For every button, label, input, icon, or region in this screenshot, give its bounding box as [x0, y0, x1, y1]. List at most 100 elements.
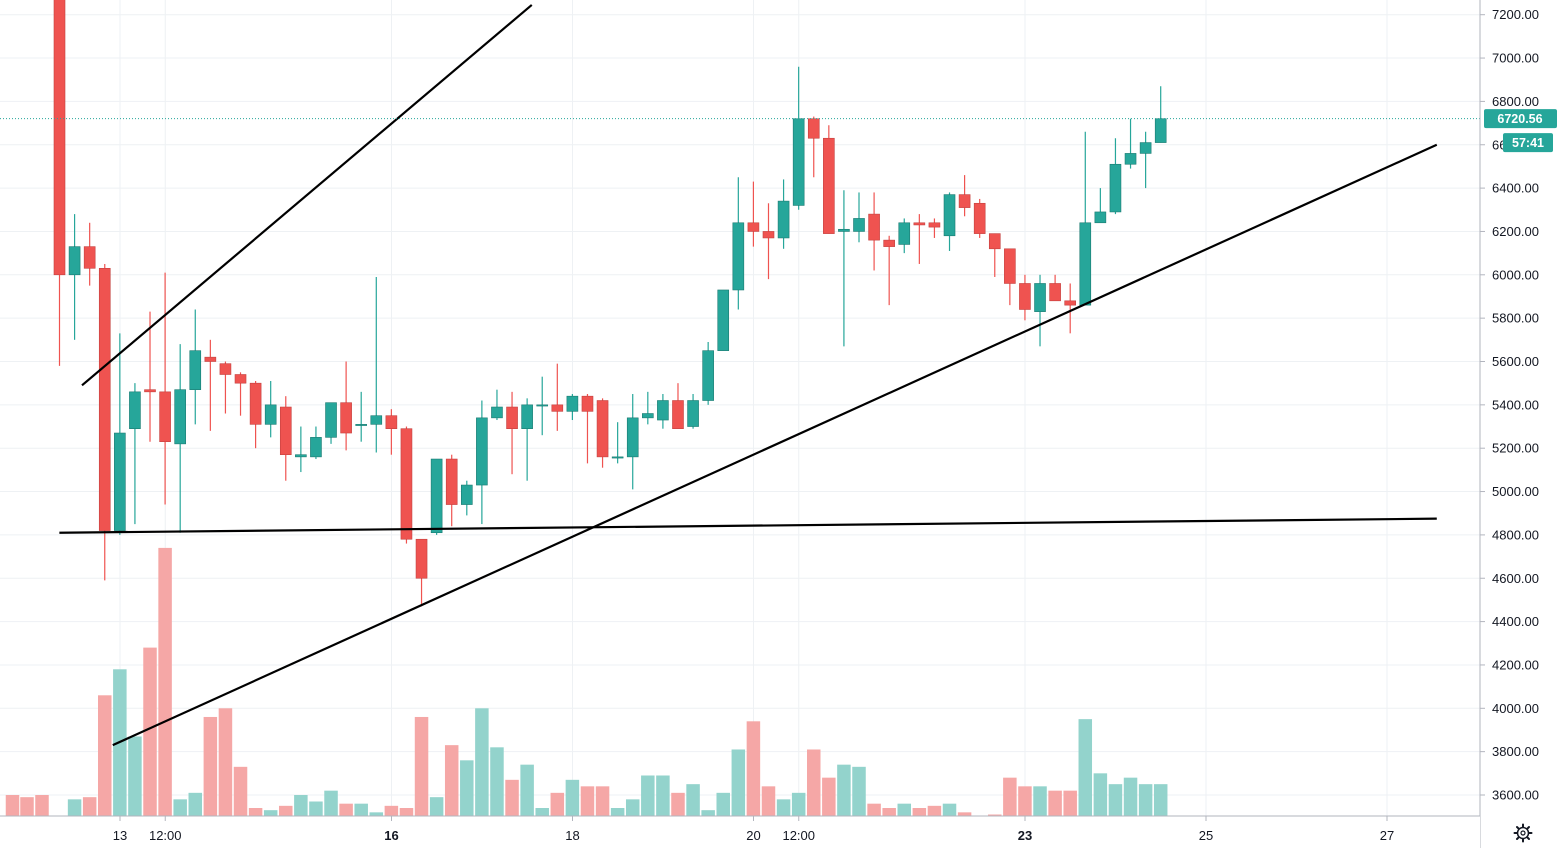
time-tick-label: 27: [1380, 828, 1394, 843]
candle-body: [295, 454, 307, 458]
candle-body: [1154, 118, 1167, 143]
volume-bar: [1003, 777, 1017, 816]
volume-bar: [1138, 784, 1153, 816]
candle: [596, 398, 609, 468]
candle: [189, 309, 202, 425]
candle: [174, 344, 186, 533]
candle: [325, 402, 337, 444]
candle: [144, 311, 156, 442]
candle-body: [853, 218, 865, 232]
candle-body: [521, 404, 533, 429]
candle-body: [943, 194, 956, 237]
candle: [400, 426, 413, 544]
candle: [506, 391, 518, 475]
candle-body: [1094, 211, 1107, 224]
volume-bar: [369, 812, 384, 816]
candle: [1049, 274, 1061, 302]
time-tick-label: 23: [1018, 828, 1032, 843]
candle: [958, 175, 971, 217]
candle-body: [928, 222, 941, 228]
candle-body: [838, 228, 850, 232]
volume-bar: [791, 792, 806, 816]
candle-body: [536, 404, 549, 407]
candle: [114, 333, 126, 535]
price-tick-label: 5800.00: [1492, 311, 1539, 326]
time-tick-label: 12:00: [782, 828, 815, 843]
candle-body: [958, 194, 971, 208]
price-tick-label: 6200.00: [1492, 224, 1539, 239]
candle: [702, 341, 714, 405]
candle-body: [1019, 283, 1031, 310]
candle-body: [551, 404, 564, 412]
volume-bar: [98, 695, 112, 816]
price-tick-label: 6000.00: [1492, 267, 1539, 282]
volume-bar: [731, 749, 746, 816]
countdown-badge: 57:41: [1503, 133, 1553, 153]
candle: [1034, 274, 1046, 347]
candle-body: [114, 432, 126, 531]
time-tick-label: 16: [384, 828, 398, 843]
volume-bar: [490, 747, 504, 816]
price-tick-label: 4600.00: [1492, 571, 1539, 586]
candle-body: [626, 417, 639, 458]
candle-body: [189, 350, 202, 390]
volume-bar: [309, 801, 323, 816]
volume-bar: [1153, 784, 1168, 816]
candle-body: [445, 458, 458, 505]
candle: [1079, 131, 1092, 306]
candle-body: [1004, 248, 1016, 284]
volume-bar: [927, 805, 942, 816]
candle-body: [702, 350, 714, 401]
volume-bar: [35, 795, 49, 816]
candle: [430, 458, 443, 535]
candle: [370, 276, 383, 453]
candle: [581, 394, 594, 464]
gear-icon[interactable]: [1513, 823, 1533, 843]
candle: [491, 389, 503, 421]
time-tick-label: 20: [746, 828, 760, 843]
channel-lower-trendline[interactable]: [112, 143, 1438, 747]
price-tick-label: 3600.00: [1492, 788, 1539, 803]
candle: [853, 192, 865, 243]
volume-bar: [625, 799, 640, 816]
price-axis[interactable]: 7200.007000.006800.006600.006400.006200.…: [1480, 7, 1539, 803]
volume-bar: [339, 803, 353, 816]
candle: [762, 203, 775, 280]
candle-body: [53, 0, 66, 276]
trendlines[interactable]: [59, 4, 1438, 747]
candle: [823, 125, 835, 234]
channel-upper-trendline[interactable]: [81, 4, 533, 387]
volume-bar: [460, 760, 474, 816]
candle-body: [1109, 163, 1122, 213]
candle-body: [98, 267, 111, 531]
price-tick-label: 7000.00: [1492, 51, 1539, 66]
candle-body: [581, 395, 594, 412]
volume-bar: [294, 795, 308, 816]
volume-bar: [399, 808, 414, 816]
candle: [1094, 188, 1107, 224]
candle-body: [159, 391, 171, 442]
volume-bar: [837, 764, 851, 816]
candle: [68, 214, 81, 340]
candle: [898, 218, 911, 254]
candle: [476, 400, 488, 525]
volume-bar: [957, 812, 972, 816]
candle-body: [249, 382, 262, 425]
candle-body: [1034, 283, 1046, 312]
candle-body: [83, 246, 96, 269]
time-axis[interactable]: 13 12:00 16 18 20 12:00 23 25 27: [113, 816, 1394, 843]
volume-bar: [233, 766, 248, 816]
volume-bar: [942, 803, 957, 816]
candle: [355, 391, 368, 442]
countdown-label: 57:41: [1512, 136, 1544, 150]
candle-body: [717, 289, 730, 351]
volume-bar: [67, 799, 82, 816]
volume-bar: [158, 547, 172, 816]
candle: [551, 363, 564, 431]
volume-bar: [505, 779, 519, 816]
horizontal-support-trendline[interactable]: [59, 517, 1437, 534]
candle: [204, 339, 217, 431]
candle: [249, 381, 262, 449]
candle-body: [913, 222, 926, 226]
